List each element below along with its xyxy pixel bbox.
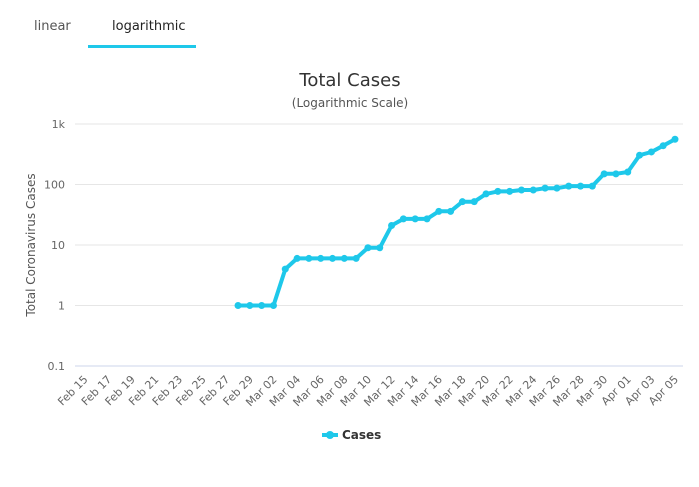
legend-marker — [326, 431, 334, 439]
data-point — [565, 182, 573, 190]
data-point — [458, 198, 466, 206]
data-point — [340, 254, 348, 262]
legend-label: Cases — [342, 428, 381, 442]
y-tick-label: 1 — [58, 300, 65, 313]
data-point — [470, 198, 478, 206]
data-point — [246, 302, 254, 309]
data-point — [588, 182, 596, 190]
data-point — [553, 184, 561, 192]
y-tick-label: 0.1 — [48, 360, 66, 373]
data-point — [411, 215, 419, 223]
data-point — [317, 254, 325, 262]
data-point — [234, 302, 242, 309]
data-point — [541, 184, 549, 192]
data-point — [659, 142, 667, 150]
tab-strip: linear logarithmic — [0, 0, 699, 50]
data-point — [447, 207, 455, 215]
data-point — [258, 302, 266, 309]
tab[interactable]: linear — [34, 19, 71, 34]
data-point — [305, 254, 313, 262]
data-point — [577, 182, 585, 190]
data-point — [376, 244, 384, 252]
chart-title: Total Cases — [298, 70, 400, 91]
data-point — [529, 186, 537, 194]
data-point — [364, 244, 372, 252]
data-point — [269, 302, 277, 309]
data-point — [506, 187, 514, 195]
data-point — [329, 254, 337, 262]
data-point — [399, 215, 407, 223]
data-point — [388, 222, 396, 230]
data-point — [482, 190, 490, 198]
data-point — [600, 170, 608, 178]
data-point — [281, 265, 289, 273]
y-tick-label: 1k — [52, 118, 66, 131]
data-point — [423, 215, 431, 223]
data-point — [435, 207, 443, 215]
data-point — [647, 148, 655, 156]
data-point — [636, 151, 644, 159]
data-point — [517, 186, 525, 194]
series-line — [236, 137, 677, 308]
chart-subtitle: (Logarithmic Scale) — [292, 96, 408, 110]
data-point — [612, 170, 620, 178]
data-point — [494, 187, 502, 195]
tab[interactable]: logarithmic — [112, 19, 186, 34]
y-axis-label: Total Coronavirus Cases — [24, 173, 38, 317]
data-point — [352, 254, 360, 262]
data-point — [293, 254, 301, 262]
y-tick-label: 10 — [51, 239, 65, 252]
data-point — [624, 168, 632, 176]
active-tab-indicator — [88, 45, 196, 48]
data-point — [671, 135, 679, 143]
y-tick-label: 100 — [44, 179, 65, 192]
